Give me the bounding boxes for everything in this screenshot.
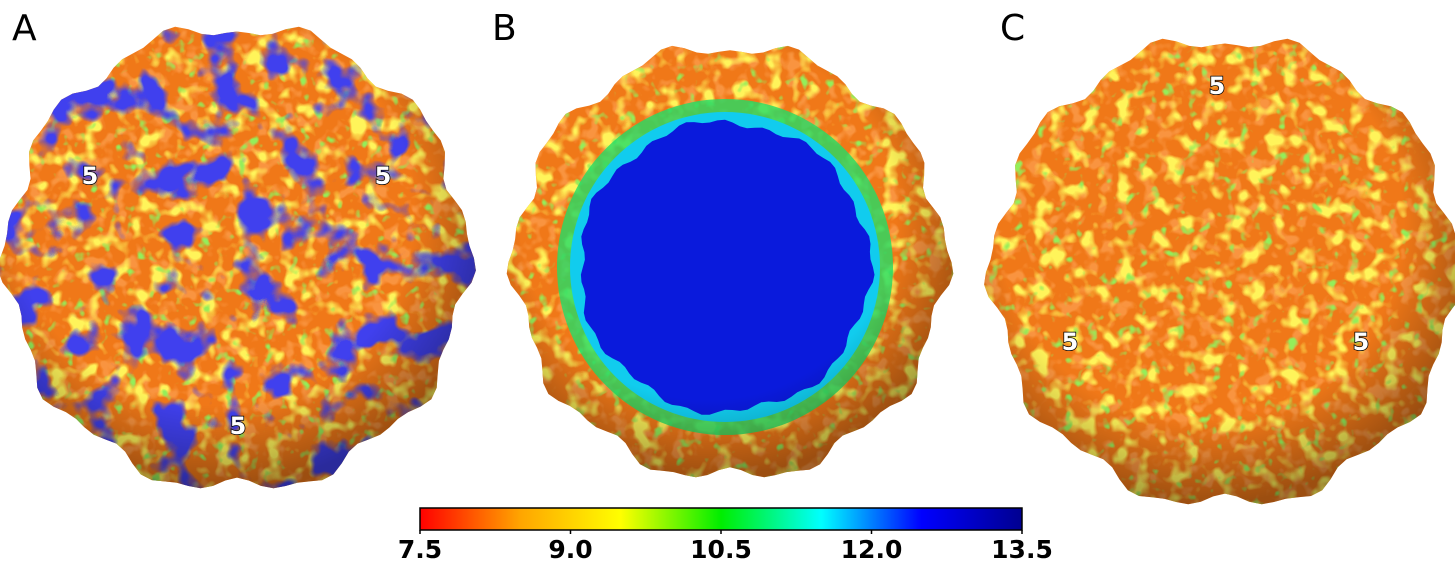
tick-label: 10.5 — [690, 535, 752, 563]
tick-label: 12.0 — [841, 535, 903, 563]
fivefold-label: 5 — [1353, 328, 1370, 356]
tick-label: 9.0 — [548, 535, 592, 563]
panel-label: A — [12, 8, 37, 49]
colorbar-gradient — [420, 508, 1022, 530]
fivefold-label: 5 — [375, 162, 392, 190]
tick-label: 13.5 — [991, 535, 1053, 563]
fivefold-label: 5 — [1209, 72, 1226, 100]
panel: A 5 5 5 — [0, 8, 476, 488]
panel-label: B — [492, 8, 517, 49]
shading — [507, 46, 954, 477]
fivefold-label: 5 — [1062, 328, 1079, 356]
figure: A 5 5 5 B C 5 5 5 7.5 9.0 10.5 12.0 13.5 — [0, 0, 1455, 563]
shading — [984, 39, 1455, 504]
panel-label: C — [1000, 8, 1025, 49]
fivefold-label: 5 — [230, 412, 247, 440]
panel: C 5 5 5 — [984, 8, 1455, 504]
fivefold-label: 5 — [82, 162, 99, 190]
tick-label: 7.5 — [398, 535, 442, 563]
panels: A 5 5 5 B C 5 5 5 — [0, 8, 1455, 504]
panel: B — [492, 8, 953, 477]
colorbar: 7.5 9.0 10.5 12.0 13.5 — [398, 508, 1053, 563]
